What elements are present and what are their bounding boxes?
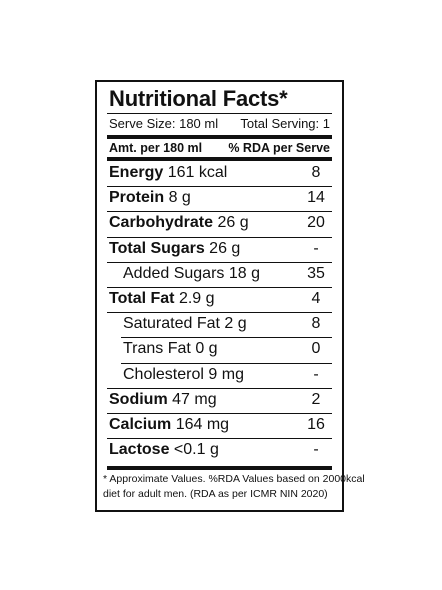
- row-divider: [107, 413, 332, 414]
- nutrient-row: Total Fat 2.9 g 4: [109, 287, 330, 311]
- nutrient-amount: 47 mg: [172, 390, 217, 408]
- row-divider: [107, 438, 332, 440]
- total-serving: Total Serving: 1: [240, 116, 330, 131]
- title-divider: [107, 113, 332, 114]
- footnote-line-2: diet for adult men. (RDA as per ICMR NIN…: [103, 488, 328, 500]
- nutrient-name-amount: Cholesterol 9 mg: [123, 366, 244, 384]
- nutrient-name: Added Sugars: [123, 264, 225, 282]
- nutrient-row: Energy 161 kcal 8: [109, 161, 330, 185]
- nutrient-row: Added Sugars 18 g 35: [109, 262, 330, 286]
- nutrition-facts-label: Nutritional Facts* Serve Size: 180 ml To…: [95, 80, 365, 512]
- nutrient-name: Total Fat: [109, 290, 175, 307]
- nutrient-name: Energy: [109, 164, 164, 181]
- label-title: Nutritional Facts*: [109, 86, 288, 111]
- footnote: * Approximate Values. %RDA Values based …: [103, 472, 365, 502]
- nutrient-amount: 18 g: [228, 264, 260, 282]
- nutrient-name-amount: Total Fat 2.9 g: [109, 290, 215, 308]
- nutrient-name-amount: Saturated Fat 2 g: [123, 315, 247, 333]
- nutrient-rda: -: [313, 239, 319, 257]
- nutrient-amount: 2.9 g: [178, 290, 215, 307]
- nutrient-rda: -: [313, 365, 319, 383]
- serving-info-row: Serve Size: 180 ml Total Serving: 1: [109, 116, 330, 132]
- row-divider: [107, 211, 332, 213]
- row-divider: [121, 362, 332, 364]
- rda-header: % RDA per Serve: [228, 141, 330, 155]
- nutrient-rda: 16: [307, 416, 325, 433]
- serving-thick-divider: [107, 135, 332, 139]
- nutrient-rda: 14: [307, 189, 325, 207]
- nutrient-row: Cholesterol 9 mg -: [109, 363, 330, 387]
- nutrient-row: Saturated Fat 2 g 8: [109, 312, 330, 336]
- nutrient-name: Total Sugars: [109, 239, 205, 257]
- nutrient-name-amount: Energy 161 kcal: [109, 164, 227, 182]
- nutrient-name: Calcium: [109, 416, 172, 433]
- nutrient-rda: 2: [311, 390, 321, 408]
- nutrient-amount: 9 mg: [208, 365, 244, 383]
- nutrient-amount: 164 mg: [175, 416, 230, 433]
- nutrient-amount: 0 g: [195, 340, 218, 358]
- nutrient-name-amount: Total Sugars 26 g: [109, 240, 240, 258]
- column-header-row: Amt. per 180 ml % RDA per Serve: [109, 141, 330, 157]
- nutrient-rda: 4: [311, 290, 321, 307]
- nutrient-amount: 2 g: [224, 315, 247, 333]
- nutrient-name: Trans Fat: [123, 340, 191, 358]
- nutrient-name-amount: Protein 8 g: [109, 189, 191, 207]
- nutrient-name: Carbohydrate: [109, 214, 214, 232]
- nutrient-name-amount: Trans Fat 0 g: [123, 340, 218, 358]
- nutrient-row: Carbohydrate 26 g 20: [109, 211, 330, 235]
- row-divider: [107, 186, 332, 188]
- serve-size: Serve Size: 180 ml: [109, 116, 219, 131]
- header-thick-divider: [107, 157, 332, 161]
- nutrient-amount: 161 kcal: [167, 164, 228, 181]
- nutrient-amount: 26 g: [209, 239, 241, 257]
- nutrient-name: Sodium: [109, 390, 168, 408]
- row-divider: [107, 312, 332, 314]
- nutrient-name-amount: Sodium 47 mg: [109, 391, 217, 409]
- nutrient-amount: 8 g: [168, 189, 191, 207]
- nutrient-name-amount: Added Sugars 18 g: [123, 265, 260, 283]
- nutrient-name: Protein: [109, 189, 165, 207]
- nutrient-rda: 8: [311, 315, 321, 333]
- nutrient-row: Protein 8 g 14: [109, 186, 330, 210]
- nutrient-name: Cholesterol: [123, 365, 204, 383]
- nutrient-name: Saturated Fat: [123, 315, 220, 333]
- row-divider: [107, 287, 332, 288]
- nutrient-row: Calcium 164 mg 16: [109, 413, 330, 437]
- nutrient-row: Total Sugars 26 g -: [109, 237, 330, 261]
- nutrient-row: Trans Fat 0 g 0: [109, 337, 330, 361]
- row-divider: [107, 261, 332, 263]
- nutrient-rda: -: [313, 441, 319, 459]
- row-divider: [107, 387, 332, 389]
- row-divider: [107, 236, 332, 238]
- footer-thick-divider: [107, 466, 332, 470]
- nutrient-name-amount: Carbohydrate 26 g: [109, 214, 249, 232]
- nutrient-name-amount: Calcium 164 mg: [109, 416, 229, 434]
- nutrient-rda: 35: [307, 264, 325, 282]
- nutrient-rda: 8: [311, 164, 321, 181]
- nutrient-row: Lactose <0.1 g -: [109, 438, 330, 462]
- nutrient-rda: 0: [311, 340, 321, 358]
- nutrient-row: Sodium 47 mg 2: [109, 388, 330, 412]
- amount-header: Amt. per 180 ml: [109, 141, 203, 155]
- nutrient-rda: 20: [307, 214, 325, 232]
- nutrient-name: Lactose: [109, 441, 170, 459]
- nutrient-name-amount: Lactose <0.1 g: [109, 441, 219, 459]
- nutrient-amount: 26 g: [217, 214, 249, 232]
- row-divider: [121, 337, 332, 339]
- footnote-line-1: * Approximate Values. %RDA Values based …: [103, 473, 365, 485]
- nutrient-amount: <0.1 g: [173, 441, 219, 459]
